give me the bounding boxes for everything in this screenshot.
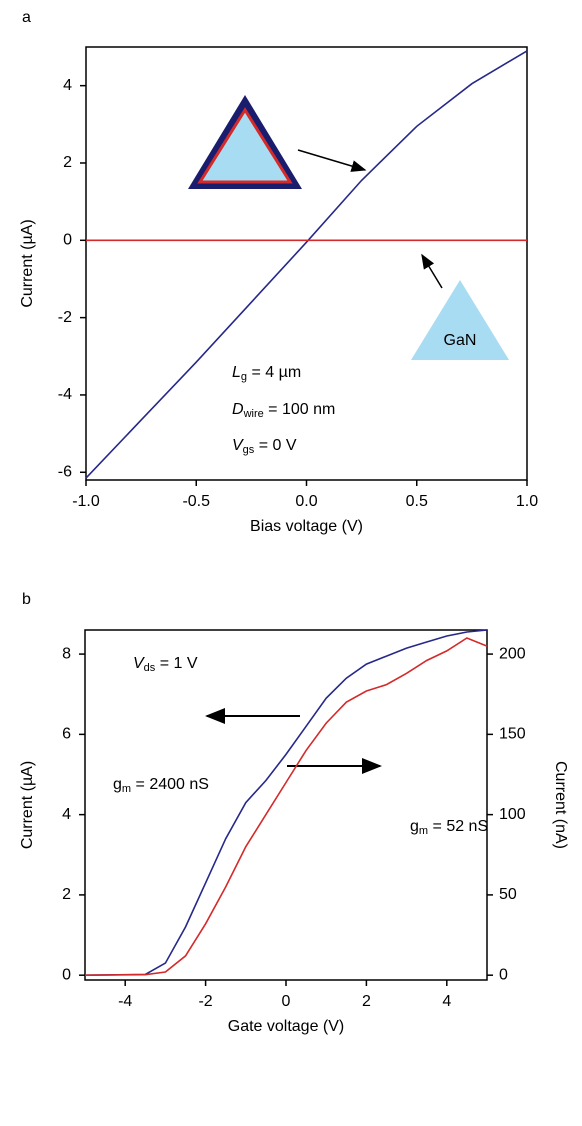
y-tick-label: 8 [62, 645, 71, 662]
y2-tick-label: 200 [499, 645, 526, 662]
y-tick-label: 2 [62, 886, 71, 903]
panel-label: a [22, 9, 31, 26]
annotation: Vds = 1 V [133, 655, 198, 674]
y-tick-label: 2 [63, 154, 72, 171]
y-axis-title: Current (µA) [19, 219, 36, 307]
y-axis-title: Current (µA) [19, 761, 36, 849]
annotation: Lg = 4 µm [232, 364, 301, 383]
x-tick-label: 1.0 [516, 493, 538, 510]
y2-tick-label: 150 [499, 726, 526, 743]
x-axis-title: Gate voltage (V) [228, 1018, 345, 1035]
data-line [84, 629, 488, 976]
x-tick-label: 0.0 [295, 493, 317, 510]
y-tick-label: -6 [58, 463, 72, 480]
x-tick-label: 0 [282, 993, 291, 1010]
x-tick-label: 0.5 [406, 493, 428, 510]
x-tick-label: 2 [362, 993, 371, 1010]
y2-tick-label: 100 [499, 806, 526, 823]
x-axis-title: Bias voltage (V) [250, 518, 363, 535]
y2-tick-label: 0 [499, 966, 508, 983]
data-line [84, 637, 488, 976]
annotation: gm = 2400 nS [113, 776, 209, 795]
annotation: Dwire = 100 nm [232, 401, 335, 420]
x-tick-label: -2 [198, 993, 212, 1010]
arrow [297, 149, 367, 172]
y-tick-label: 0 [63, 232, 72, 249]
y-tick-label: 0 [62, 966, 71, 983]
y2-axis-title: Current (nA) [552, 761, 569, 849]
arrow [421, 253, 443, 289]
x-tick-label: 4 [442, 993, 451, 1010]
y-tick-label: 4 [63, 77, 72, 94]
y2-tick-label: 50 [499, 886, 517, 903]
plot-frame [84, 629, 488, 981]
panel-label: b [22, 591, 31, 608]
annotation: GaN [444, 332, 477, 349]
x-tick-label: -0.5 [182, 493, 210, 510]
y-tick-label: 6 [62, 726, 71, 743]
data-line [85, 50, 528, 479]
y-tick-label: 4 [62, 806, 71, 823]
annotation: gm = 52 nS [410, 818, 488, 837]
gan-triangle [411, 280, 509, 360]
x-tick-label: -4 [118, 993, 132, 1010]
annotation: Vgs = 0 V [232, 437, 297, 456]
x-tick-label: -1.0 [72, 493, 100, 510]
y-tick-label: -4 [58, 386, 72, 403]
wire-core [197, 107, 293, 184]
y-tick-label: -2 [58, 309, 72, 326]
